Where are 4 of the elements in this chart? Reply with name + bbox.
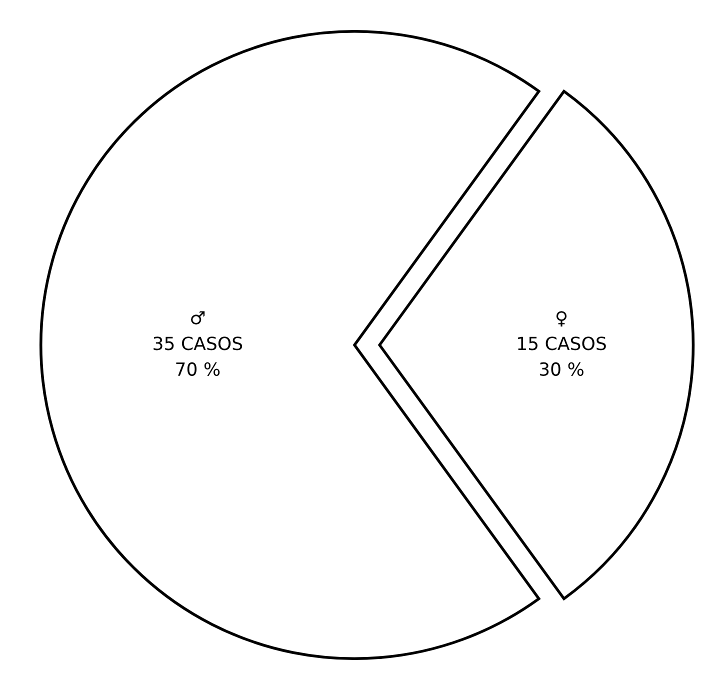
data-label: 35 CASOS 70 % xyxy=(154,336,242,376)
slice-label: ♂ xyxy=(191,311,205,325)
slice-label: ♀ xyxy=(556,311,567,327)
data-label: 15 CASOS 30 % xyxy=(518,336,606,376)
